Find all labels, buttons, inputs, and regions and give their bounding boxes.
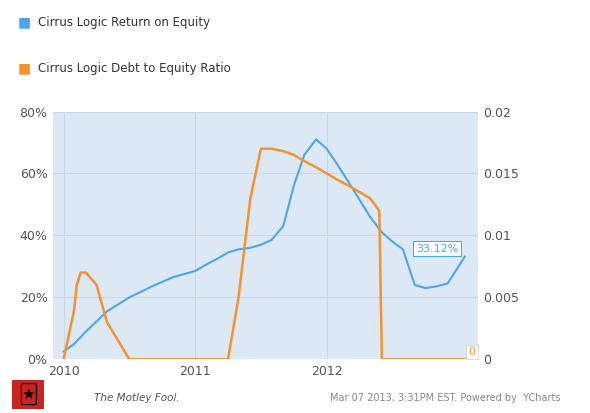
Text: Mar 07 2013, 3:31PM EST. Powered by  YCharts: Mar 07 2013, 3:31PM EST. Powered by YCha… <box>330 393 560 403</box>
Text: ■: ■ <box>18 61 31 75</box>
Text: 0: 0 <box>468 347 476 357</box>
Text: Cirrus Logic Return on Equity: Cirrus Logic Return on Equity <box>38 16 211 29</box>
Text: ■: ■ <box>18 16 31 30</box>
Text: Cirrus Logic Debt to Equity Ratio: Cirrus Logic Debt to Equity Ratio <box>38 62 231 75</box>
Text: 🃏: 🃏 <box>18 383 38 406</box>
Text: The Motley Fool.: The Motley Fool. <box>94 393 180 403</box>
Text: 33.12%: 33.12% <box>416 244 458 254</box>
